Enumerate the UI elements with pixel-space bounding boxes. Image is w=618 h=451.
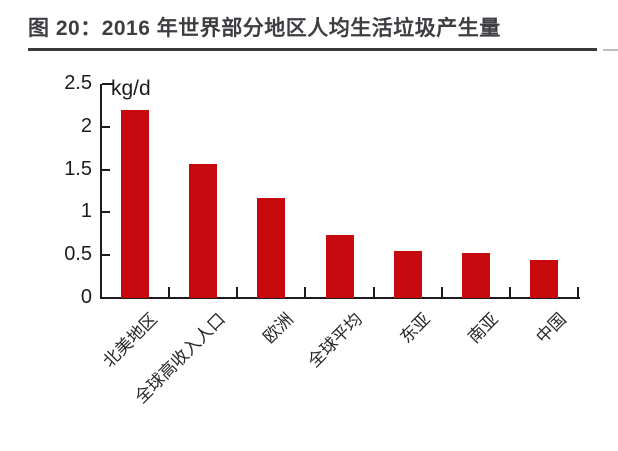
bar [461, 253, 490, 298]
title-underline-dash [603, 49, 618, 51]
x-tick-mark [236, 287, 239, 297]
y-tick-mark [102, 125, 110, 128]
x-tick-mark [508, 287, 511, 297]
bar [325, 234, 354, 298]
bar [189, 163, 218, 298]
title-underline [28, 48, 597, 51]
x-tick-mark [168, 287, 171, 297]
x-tick-mark [440, 287, 443, 297]
y-tick-label: 0 [80, 286, 92, 308]
x-tick-mark [372, 287, 375, 297]
x-tick-mark [577, 287, 579, 297]
bar [121, 109, 150, 298]
figure-title: 图 20：2016 年世界部分地区人均生活垃圾产生量 [28, 17, 501, 40]
x-tick-mark [304, 287, 307, 297]
y-axis [100, 84, 102, 299]
bar [529, 260, 558, 298]
bar [257, 197, 286, 298]
unit-label: kg/d [111, 77, 151, 100]
y-tick-label: 0.5 [64, 243, 92, 266]
y-tick-mark [102, 83, 114, 85]
y-tick-mark [102, 254, 110, 257]
y-tick-label: 2 [80, 114, 92, 137]
bar [393, 250, 422, 298]
x-axis [100, 297, 580, 299]
y-tick-label: 1 [80, 200, 92, 223]
y-tick-mark [102, 168, 110, 171]
y-tick-label: 1.5 [64, 157, 92, 180]
y-tick-mark [102, 211, 110, 214]
y-tick-label: 2.5 [64, 72, 92, 94]
